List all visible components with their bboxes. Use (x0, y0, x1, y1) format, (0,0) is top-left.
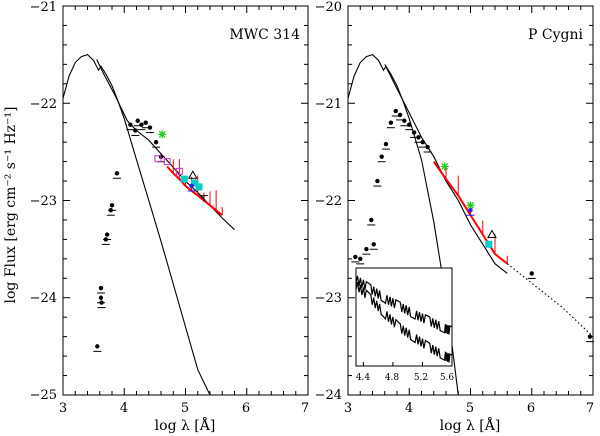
axis-ticks-right (347, 5, 594, 396)
data-point-photometry (407, 122, 412, 127)
data-point-photometry (95, 344, 100, 349)
data-point-magenta (163, 158, 171, 166)
series-lines-left (62, 53, 235, 396)
plot-frame-left (62, 5, 309, 396)
data-point-magenta (154, 155, 162, 163)
data-point-cyan (195, 183, 203, 191)
inset-x-tick-label: 5.2 (414, 373, 428, 383)
data-point-photometry (114, 171, 120, 176)
data-point-photometry (139, 122, 144, 127)
data-point-magenta (175, 167, 183, 175)
data-point-photometry (133, 128, 138, 133)
x-axis-label-left: log λ [Å] (155, 416, 216, 434)
data-point-cyan (191, 179, 199, 187)
panel-title-right: P Cygni (528, 27, 583, 43)
data-point-photometry (98, 295, 104, 300)
x-tick-label: 3 (59, 401, 67, 416)
y-tick-label: −21 (30, 0, 57, 15)
data-point-triangle (487, 229, 497, 239)
x-tick-label: 7 (301, 401, 309, 416)
panel-title-left: MWC 314 (229, 27, 300, 43)
data-point-cyan (485, 240, 493, 248)
y-tick-label: −23 (315, 291, 342, 306)
data-point-photometry (98, 285, 104, 291)
iue-spectrum-line (166, 165, 223, 216)
inset-x-tick-label: 4.4 (356, 373, 371, 383)
data-point-green (158, 130, 167, 139)
data-point-photometry (104, 232, 110, 237)
data-point-cyan (180, 175, 188, 183)
x-tick-label: 6 (242, 401, 250, 416)
data-point-radio-points (587, 334, 593, 339)
y-axis-label: log Flux [erg cm⁻² s⁻¹ Hz⁻¹] (3, 107, 19, 304)
y-tick-label: −22 (315, 194, 342, 209)
data-point-blue (189, 183, 194, 189)
y-tick-label: −23 (30, 194, 57, 209)
data-point-photometry (379, 154, 384, 159)
radio-extension-line (506, 263, 594, 337)
data-point-photometry (416, 135, 421, 140)
y-tick-label: −24 (30, 291, 57, 306)
data-point-photometry (383, 141, 389, 147)
data-point-photometry (109, 203, 115, 208)
data-point-blue (468, 208, 473, 213)
data-point-photometry (371, 242, 376, 247)
y-tick-label: −25 (30, 388, 57, 403)
data-point-photometry (411, 130, 417, 135)
panel-mwc-314: MWC 314 3 4 5 6 7 −25 −24 −23 −22 −21 lo… (3, 0, 309, 434)
reddened-model-line (384, 64, 508, 274)
x-tick-label: 4 (120, 401, 128, 416)
inset-spectrum: 4.4 4.8 5.2 5.6 (355, 267, 455, 383)
data-point-photometry (420, 139, 425, 145)
x-tick-label: 7 (586, 401, 594, 416)
data-point-photometry (393, 108, 398, 114)
data-point-triangle (187, 170, 198, 179)
x-tick-label: 6 (527, 401, 535, 416)
series-points-left (93, 118, 208, 352)
inset-upper-spectrum (355, 275, 453, 335)
x-axis-label-right: log λ [Å] (440, 416, 501, 434)
y-tick-label: −20 (315, 0, 342, 15)
x-tick-label: 5 (466, 401, 474, 416)
data-point-photometry (153, 139, 159, 145)
inset-lower-spectrum (355, 281, 453, 363)
data-point-photometry (364, 246, 369, 252)
panel-p-cygni: P Cygni 3 4 5 6 7 −24 −23 −22 −21 −20 lo… (315, 0, 595, 434)
inset-series (355, 275, 453, 366)
data-point-photometry (388, 120, 394, 125)
data-point-green (440, 162, 449, 171)
data-point-photometry (135, 118, 140, 123)
inset-x-tick-label: 4.8 (385, 373, 400, 383)
x-tick-label: 5 (181, 401, 189, 416)
data-point-photometry (99, 300, 104, 305)
data-point-photometry (143, 120, 148, 125)
axis-ticks-left (62, 5, 309, 396)
data-point-photometry (128, 122, 133, 127)
reddened-model-line (96, 59, 235, 231)
data-point-photometry (402, 118, 407, 123)
series-lines-right (347, 53, 594, 396)
blackbody-model-line (347, 53, 459, 396)
data-point-green (466, 201, 475, 210)
y-tick-label: −24 (315, 388, 342, 403)
data-point-upper-limit (199, 195, 208, 202)
data-point-photometry (369, 217, 374, 223)
data-point-radio-points (529, 271, 534, 276)
data-point-photometry (397, 112, 403, 118)
blackbody-model-line (62, 53, 223, 396)
data-point-photometry (425, 144, 430, 150)
x-tick-label: 3 (344, 401, 352, 416)
series-points-right (351, 108, 594, 343)
inset-x-tick-label: 5.6 (440, 373, 455, 383)
data-point-photometry (358, 256, 363, 262)
data-point-photometry (353, 254, 358, 260)
y-tick-label: −22 (30, 97, 57, 112)
x-tick-label: 4 (405, 401, 413, 416)
data-point-photometry (147, 125, 153, 130)
data-point-photometry (375, 178, 380, 184)
y-tick-label: −21 (315, 97, 342, 112)
